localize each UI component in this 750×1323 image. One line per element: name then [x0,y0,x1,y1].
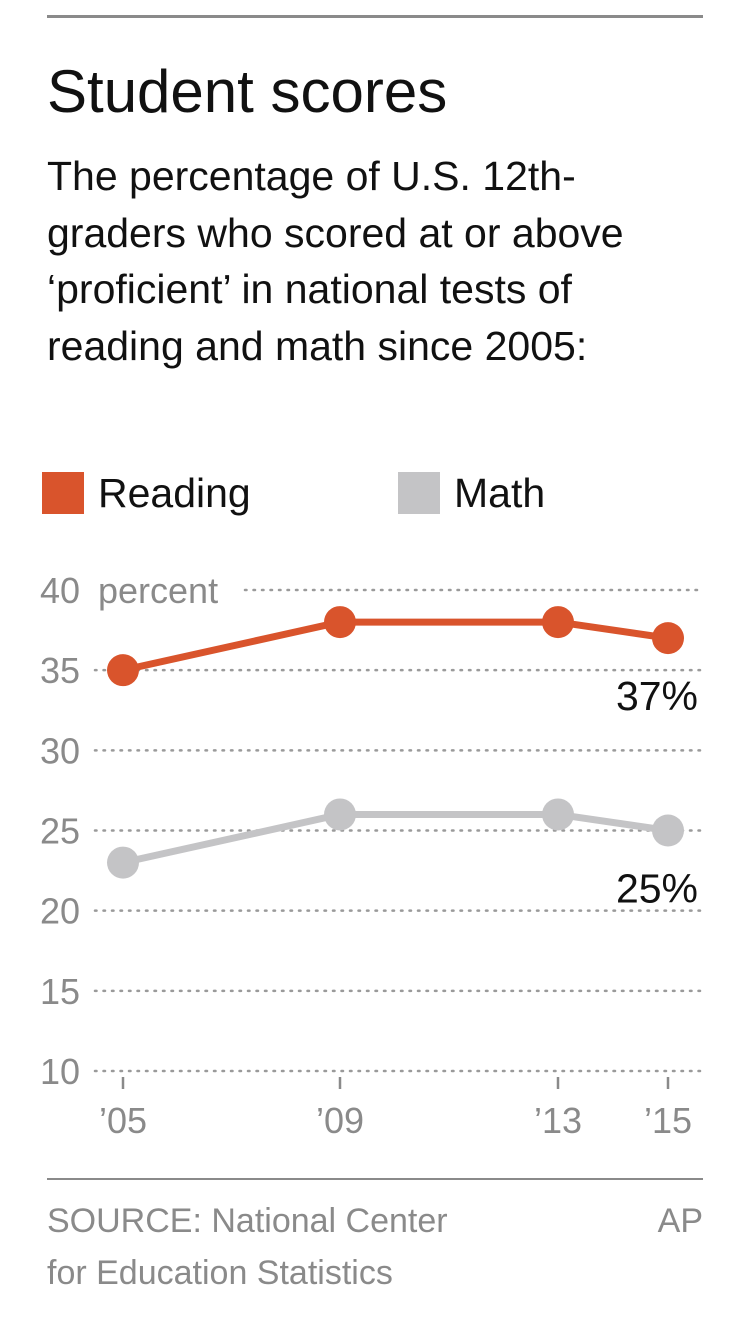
y-tick-label-25: 25 [40,811,80,852]
data-point-reading-2015 [652,622,684,655]
data-point-math-2005 [107,846,139,879]
y-tick-label-40: 40 [40,570,80,611]
data-point-reading-2005 [107,654,139,687]
series-line-math [122,810,669,866]
y-tick-label-15: 15 [40,971,80,1012]
x-tick-label-2009: ’09 [316,1100,364,1141]
x-tick-label-2005: ’05 [99,1100,147,1141]
credit-label: AP [657,1202,703,1240]
line-chart: 10 15 20 25 30 35 40 percent ’05 ’09 ’13 ’15 37% 25% [40,570,702,1141]
data-point-reading-2013 [542,606,574,639]
legend-label-math: Math [454,469,546,516]
y-tick-label-35: 35 [40,650,80,691]
top-rule [47,15,703,18]
x-tick-label-2013: ’13 [534,1100,582,1141]
y-tick-label-10: 10 [40,1051,80,1092]
y-tick-label-20: 20 [40,891,80,932]
data-point-math-2013 [542,798,574,831]
y-tick-label-30: 30 [40,730,80,771]
legend-item-math: Math [398,465,545,521]
legend-swatch-math [398,472,440,514]
legend-label-reading: Reading [98,469,251,516]
data-point-math-2009 [324,798,356,831]
legend-item-reading: Reading [42,465,251,521]
legend-swatch-reading [42,472,84,514]
y-unit-label: percent [98,570,218,611]
data-point-reading-2009 [324,606,356,639]
chart-subtitle: The percentage of U.S. 12th-graders who … [47,153,624,369]
bottom-rule [47,1178,703,1180]
end-label-math: 25% [616,866,698,912]
source-note: SOURCE: National Center for Education St… [47,1202,448,1292]
end-label-reading: 37% [616,673,698,719]
series-line-reading [122,618,669,674]
data-point-math-2015 [652,814,684,847]
x-tick-label-2015: ’15 [644,1100,692,1141]
chart-title: Student scores [47,58,448,125]
legend: Reading Math [0,465,750,521]
